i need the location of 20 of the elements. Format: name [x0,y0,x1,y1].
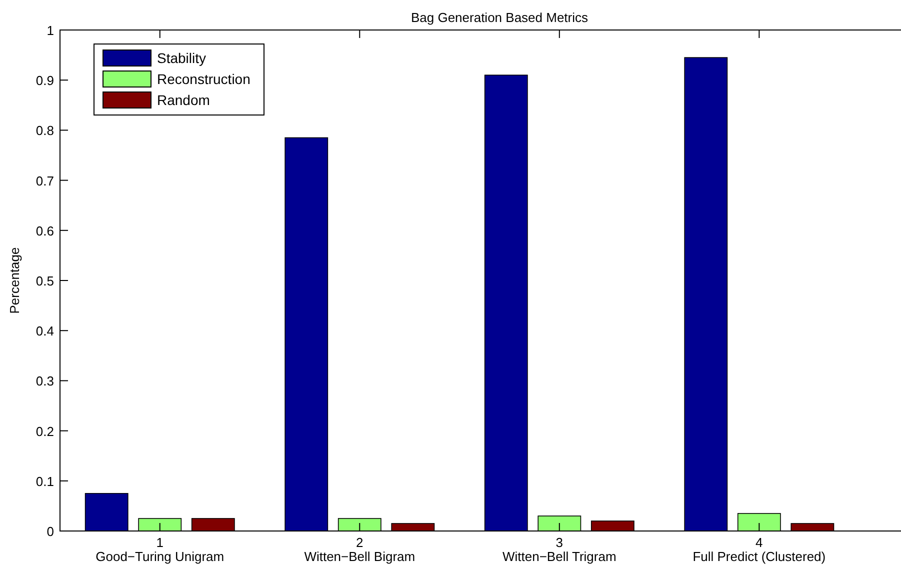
y-axis-title: Percentage [7,247,22,314]
x-tick-label: 1 Good−Turing Unigram [96,535,224,564]
y-tick-label: 0.1 [36,474,54,489]
y-tick-label: 0.4 [36,324,54,339]
legend-label: Reconstruction [157,71,250,87]
chart-title: Bag Generation Based Metrics [410,10,589,25]
legend-label: Stability [157,50,206,66]
x-tick-label: 3 Witten−Bell Trigram [502,535,616,564]
y-tick-label: 0.3 [36,374,54,389]
y-tick-label: 0.2 [36,424,54,439]
legend-label: Random [157,92,210,108]
y-tick-label: 0.8 [36,123,54,138]
x-tick-label: 4 Full Predict (Clustered) [692,535,826,564]
y-tick-label: 0.5 [36,274,54,288]
y-tick-label: 0.7 [36,173,54,188]
y-tick-label: 0 [46,524,54,539]
y-tick-label: 1 [46,23,54,38]
y-tick-label: 0.6 [36,223,54,238]
y-tick-label: 0.9 [36,73,54,88]
x-tick-label: 2 Witten−Bell Bigram [304,535,416,564]
